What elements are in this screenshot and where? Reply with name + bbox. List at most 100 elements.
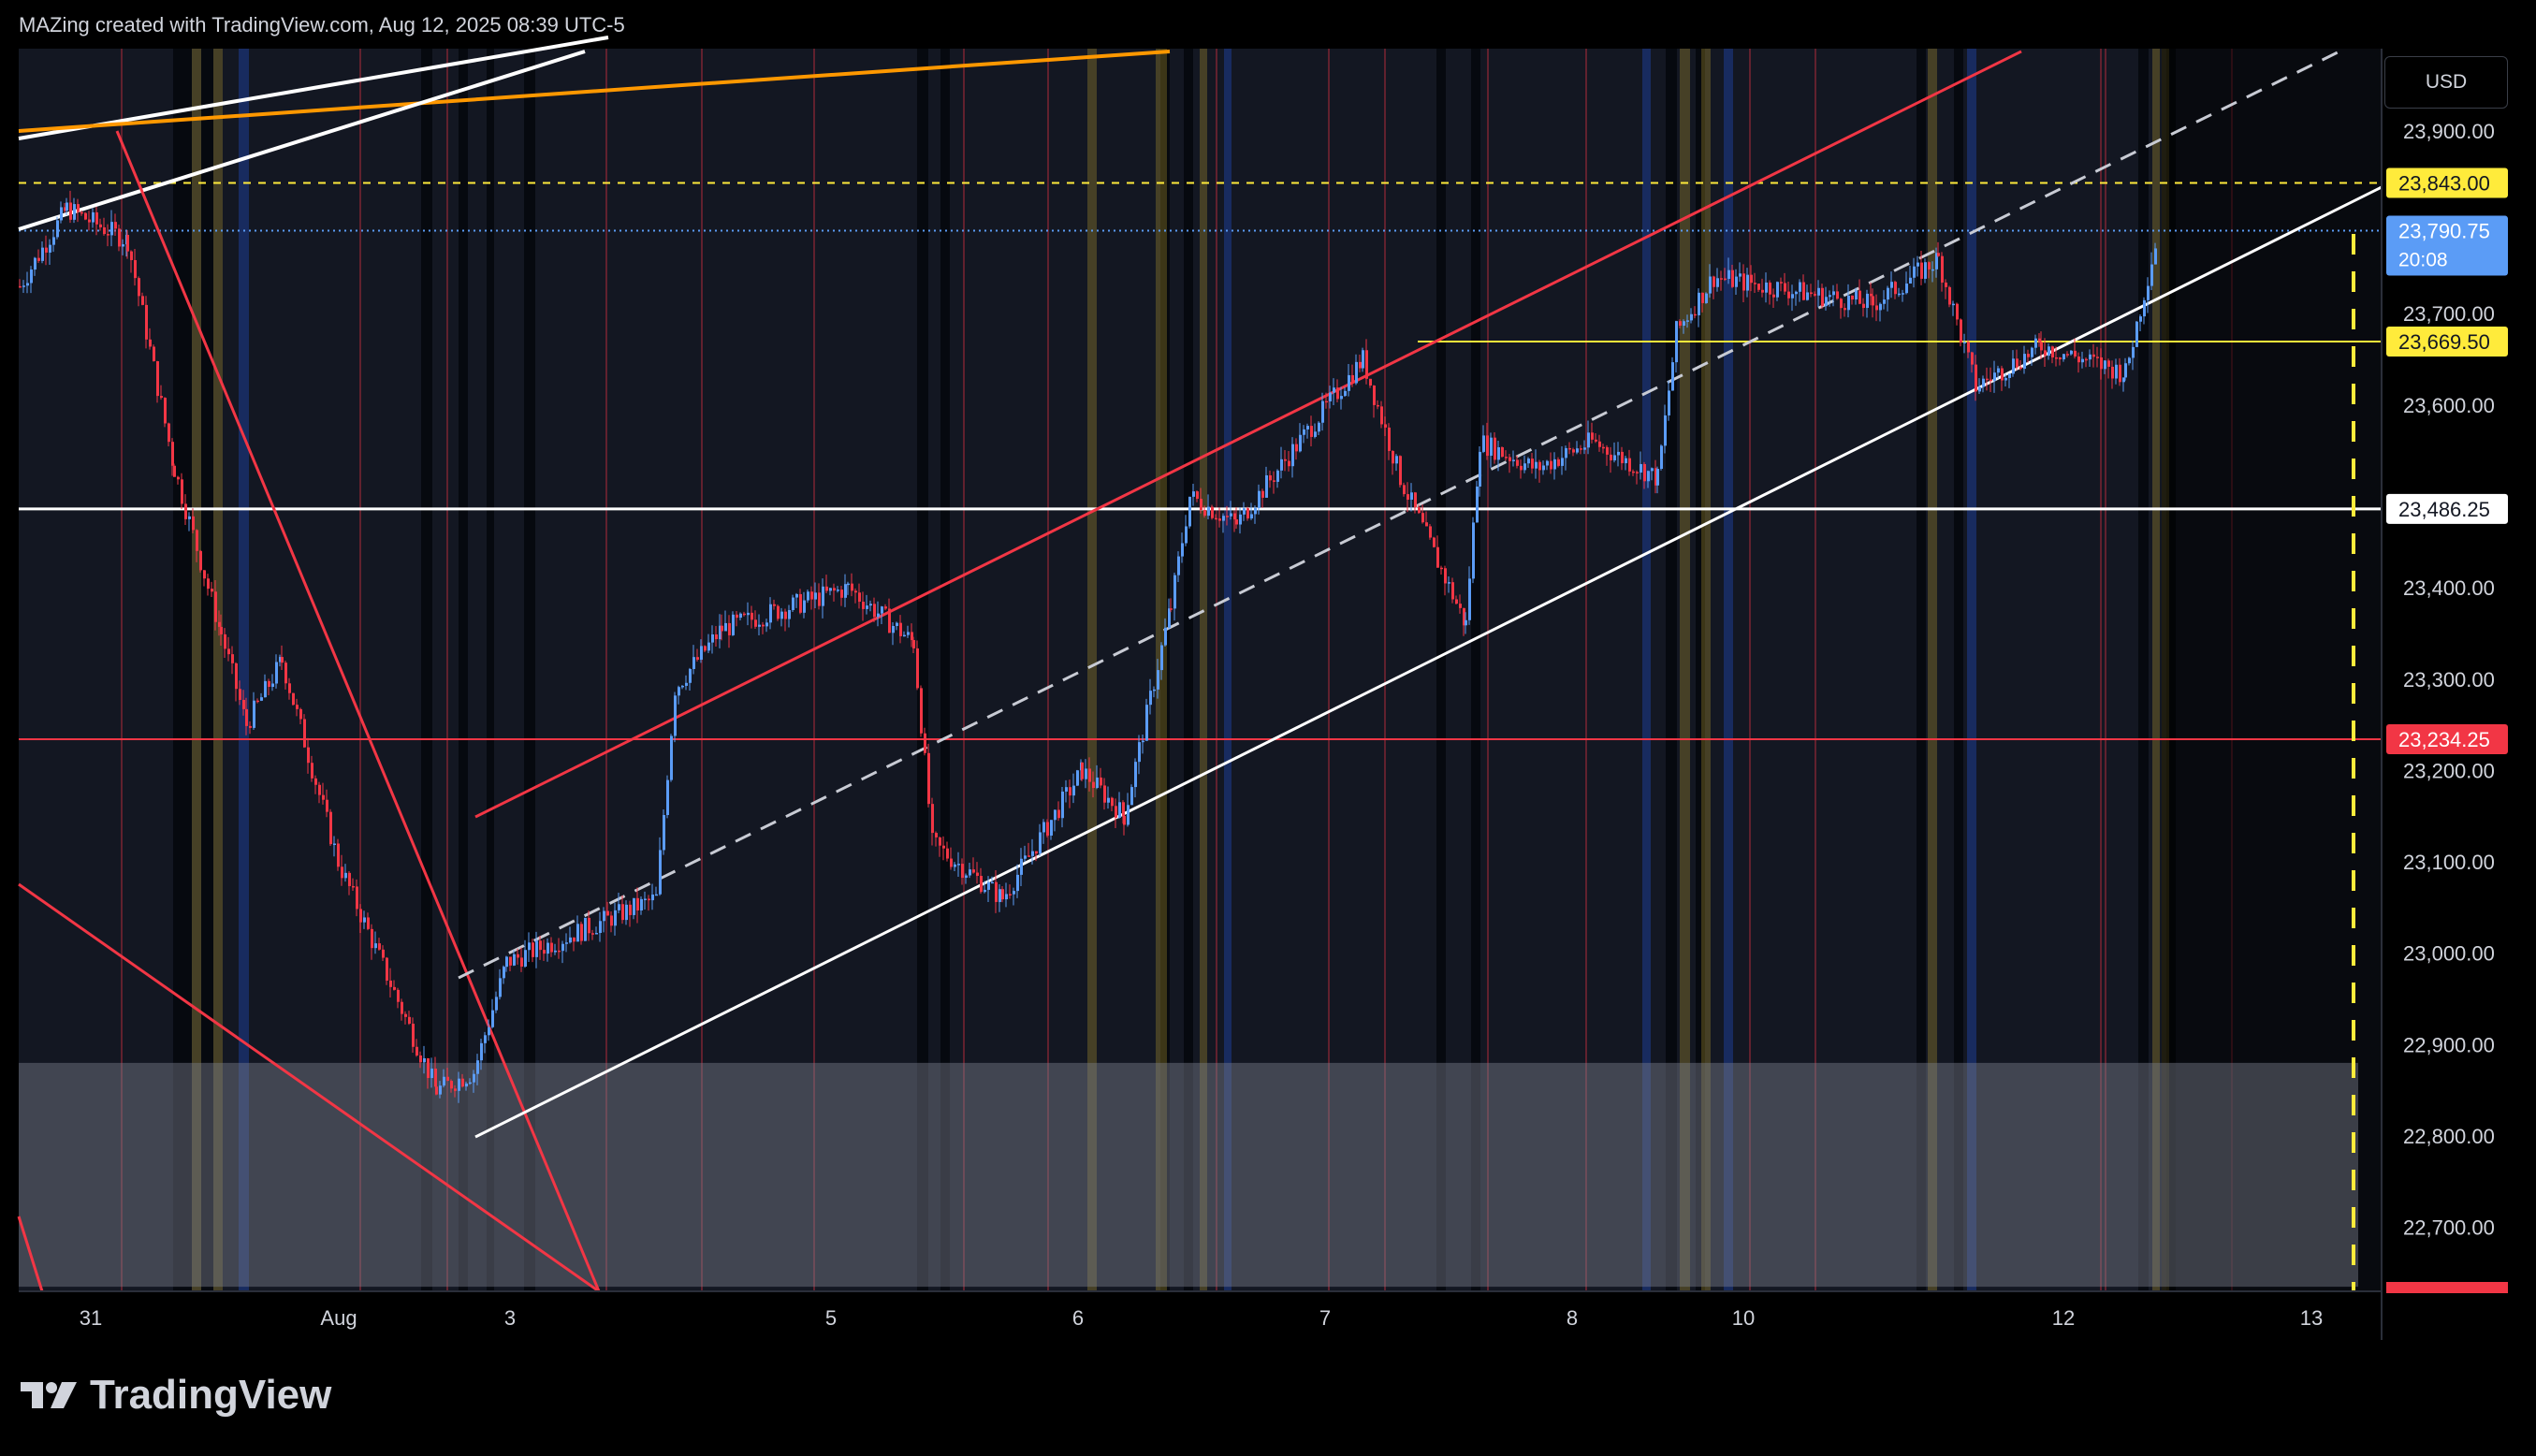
candle-body (881, 606, 883, 614)
candle-body (235, 662, 238, 690)
session-band-dark (1666, 49, 1677, 1291)
candle-body (825, 586, 828, 591)
candle-body (214, 591, 217, 622)
candle-body (476, 1060, 479, 1074)
candle-body (2051, 346, 2054, 357)
candle-body (1739, 273, 1742, 277)
candle-body (603, 910, 605, 922)
candle-body (1883, 299, 1886, 304)
candle-body (1384, 424, 1387, 428)
price-label: 23,486.25 (2386, 493, 2508, 524)
candle-body (1306, 426, 1309, 430)
candle-body (1310, 426, 1313, 437)
candle-body (1181, 543, 1184, 557)
session-band-dark (487, 49, 494, 1291)
candle-body (505, 956, 508, 968)
session-band-yellow (213, 49, 223, 1291)
candle-body (995, 881, 998, 902)
candle-body (307, 747, 310, 764)
candle-body (311, 763, 313, 779)
candle-body (1388, 427, 1391, 451)
candle-body (1686, 320, 1689, 322)
y-tick-label: 23,000.00 (2403, 942, 2495, 966)
candle-body (1937, 253, 1940, 256)
candle-body (337, 843, 340, 867)
candle-body (685, 682, 688, 686)
candle-body (1414, 492, 1417, 508)
candle-body (495, 997, 498, 1011)
candle-body (558, 950, 561, 953)
candle-body (218, 621, 221, 627)
candle-body (1092, 781, 1095, 789)
candle-body (1902, 293, 1904, 295)
candle-body (1986, 378, 1989, 381)
candle-body (1799, 282, 1801, 292)
candle-body (2135, 321, 2138, 347)
candle-body (1134, 762, 1137, 788)
candle-body (271, 683, 274, 688)
price-label-countdown: 20:08 (2398, 250, 2448, 271)
candle-body (1392, 450, 1394, 464)
candle-body (1211, 506, 1214, 518)
candle-body (1557, 459, 1560, 466)
currency-button[interactable]: USD (2384, 56, 2508, 109)
candle-body (1709, 276, 1712, 294)
candle-body (2128, 357, 2131, 364)
candle-body (888, 608, 891, 633)
candle-body (118, 228, 121, 247)
candle-body (1160, 645, 1163, 671)
candle-body (1280, 459, 1283, 471)
candle-body (1894, 282, 1897, 295)
candle-body (1840, 298, 1843, 309)
candle-body (1303, 429, 1305, 435)
candle-body (543, 950, 546, 954)
x-tick-label: 12 (2052, 1306, 2075, 1330)
candle-body (2004, 377, 2007, 381)
candle-body (1444, 568, 1447, 584)
candle-body (610, 915, 613, 926)
candle-body (344, 872, 347, 879)
candle-body (561, 943, 564, 952)
candle-body (1898, 293, 1901, 296)
candle-body (588, 917, 590, 934)
candle-body (1754, 283, 1756, 284)
candle-body (153, 346, 155, 362)
candle-body (547, 942, 549, 954)
candle-body (1465, 619, 1467, 626)
candle-body (318, 784, 321, 795)
candle-body (231, 654, 234, 663)
x-tick-label: 13 (2300, 1306, 2323, 1330)
candle-body (99, 224, 102, 227)
candle-body (1153, 689, 1156, 692)
candle-body (1369, 378, 1372, 386)
demand-zone (19, 1062, 2358, 1288)
candle-body (1215, 517, 1217, 520)
candle-body (1096, 777, 1099, 789)
candle-body (517, 954, 519, 958)
candle-body (1546, 460, 1549, 466)
candle-body (1239, 514, 1242, 525)
candle-body (2124, 363, 2127, 378)
candle-body (1978, 386, 1981, 392)
candle-body (1855, 290, 1858, 300)
candle-body (1200, 499, 1202, 510)
candle-body (52, 237, 55, 245)
candle-body (873, 604, 876, 618)
candle-body (1632, 471, 1635, 473)
candle-body (1735, 276, 1738, 287)
session-band-dark (459, 49, 468, 1291)
trendline (18, 882, 600, 1293)
candle-body (1016, 874, 1019, 892)
candle-body (1250, 514, 1253, 519)
y-tick-label: 23,900.00 (2403, 120, 2495, 143)
candle-body (1261, 490, 1264, 498)
candle-body (363, 917, 366, 923)
candle-body (1440, 567, 1443, 570)
candle-body (268, 680, 270, 688)
candle-body (196, 530, 198, 551)
candle-body (242, 699, 245, 709)
candle-body (192, 516, 195, 531)
candle-body (1177, 556, 1180, 575)
session-band-dark (1954, 49, 1963, 1291)
